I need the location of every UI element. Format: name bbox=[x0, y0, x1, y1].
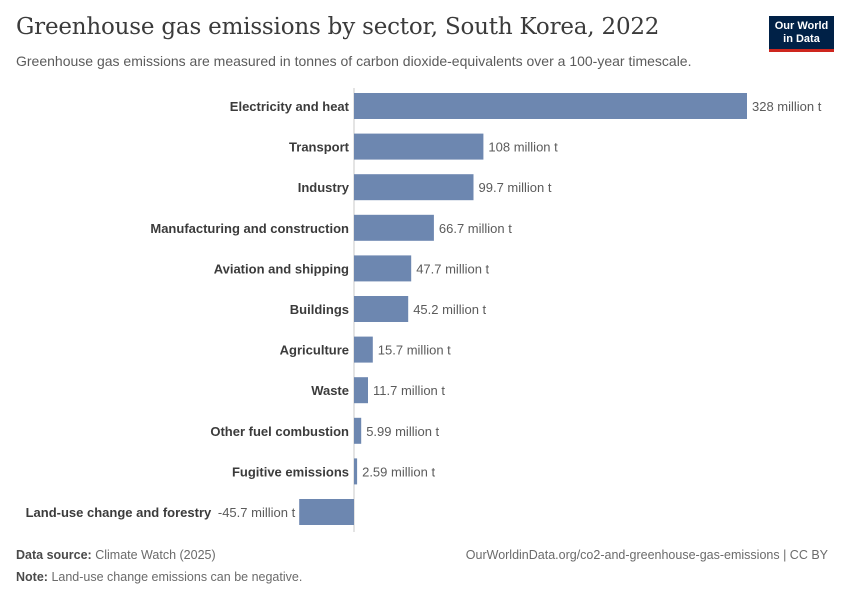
category-label-8: Other fuel combustion bbox=[210, 424, 349, 439]
note-text: Land-use change emissions can be negativ… bbox=[51, 570, 303, 584]
value-label-3: 66.7 million t bbox=[439, 221, 512, 236]
bar-8[interactable] bbox=[354, 417, 362, 444]
category-label-1: Transport bbox=[289, 140, 350, 155]
category-label-10: Land-use change and forestry bbox=[26, 505, 212, 520]
bar-9[interactable] bbox=[354, 458, 358, 485]
value-label-7: 11.7 million t bbox=[373, 383, 445, 398]
category-label-2: Industry bbox=[298, 180, 350, 195]
logo-line-2: in Data bbox=[783, 33, 820, 45]
value-label-9: 2.59 million t bbox=[362, 464, 435, 479]
bar-0[interactable] bbox=[354, 93, 747, 119]
category-label-4: Aviation and shipping bbox=[214, 261, 349, 276]
bar-5[interactable] bbox=[354, 296, 409, 322]
bar-2[interactable] bbox=[354, 174, 474, 201]
bar-7[interactable] bbox=[354, 377, 368, 404]
bar-1[interactable] bbox=[354, 133, 484, 160]
category-label-7: Waste bbox=[311, 383, 349, 398]
owid-logo[interactable]: Our World in Data bbox=[769, 16, 834, 52]
chart-url[interactable]: OurWorldinData.org/co2-and-greenhouse-ga… bbox=[465, 548, 828, 562]
value-label-0: 328 million t bbox=[752, 99, 822, 114]
category-label-0: Electricity and heat bbox=[230, 99, 350, 114]
category-label-5: Buildings bbox=[290, 302, 349, 317]
bar-3[interactable] bbox=[354, 214, 434, 241]
chart-note: Note: Land-use change emissions can be n… bbox=[16, 570, 302, 584]
category-label-9: Fugitive emissions bbox=[232, 464, 349, 479]
value-label-6: 15.7 million t bbox=[378, 343, 451, 358]
value-label-2: 99.7 million t bbox=[479, 180, 552, 195]
category-label-3: Manufacturing and construction bbox=[150, 221, 349, 236]
chart-title: Greenhouse gas emissions by sector, Sout… bbox=[16, 14, 660, 40]
chart-subtitle: Greenhouse gas emissions are measured in… bbox=[16, 53, 692, 69]
logo-line-1: Our World bbox=[774, 20, 829, 32]
value-label-5: 45.2 million t bbox=[413, 302, 486, 317]
value-label-8: 5.99 million t bbox=[366, 424, 439, 439]
value-label-1: 108 million t bbox=[488, 140, 558, 155]
bar-10[interactable] bbox=[299, 499, 354, 525]
value-label-4: 47.7 million t bbox=[416, 261, 489, 276]
note-label: Note: bbox=[16, 570, 48, 584]
category-label-6: Agriculture bbox=[280, 343, 349, 358]
source-link[interactable]: Climate Watch (2025) bbox=[95, 548, 216, 562]
value-label-10: -45.7 million t bbox=[218, 505, 296, 520]
source-label: Data source: bbox=[16, 548, 92, 562]
data-source: Data source: Climate Watch (2025) bbox=[16, 548, 216, 562]
bar-6[interactable] bbox=[354, 336, 373, 363]
bar-4[interactable] bbox=[354, 255, 412, 282]
bar-chart: Electricity and heat 328 million t Transpo… bbox=[26, 88, 822, 532]
